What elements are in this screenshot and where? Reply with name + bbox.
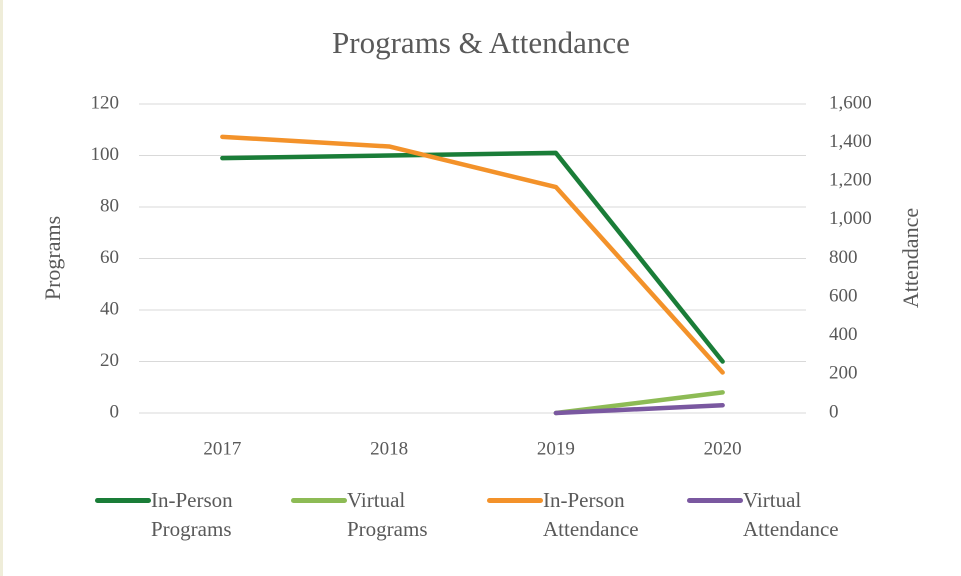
y-tick-label: 40 bbox=[100, 298, 119, 319]
legend-swatch bbox=[95, 498, 151, 503]
series-line bbox=[553, 403, 725, 416]
y-tick-label: 80 bbox=[100, 195, 119, 216]
x-tick-label: 2018 bbox=[370, 438, 408, 459]
series-line bbox=[220, 150, 725, 364]
chart-title: Programs & Attendance bbox=[332, 25, 630, 60]
legend-swatch bbox=[687, 498, 743, 503]
x-tick-label: 2019 bbox=[537, 438, 575, 459]
y2-tick-label: 1,200 bbox=[829, 170, 872, 191]
legend-item: In-Person Programs bbox=[95, 486, 281, 544]
chart: Programs & Attendance Programs Attendanc… bbox=[40, 25, 923, 459]
y2-tick-label: 1,000 bbox=[829, 208, 872, 229]
x-tick-label: 2020 bbox=[704, 438, 742, 459]
y2-tick-label: 1,600 bbox=[829, 92, 872, 113]
legend-label: In-Person Attendance bbox=[543, 488, 639, 541]
legend-item: Virtual Programs bbox=[291, 486, 477, 544]
y-tick-label: 60 bbox=[100, 247, 119, 268]
legend-swatch bbox=[487, 498, 543, 503]
y2-tick-label: 800 bbox=[829, 247, 858, 268]
y2-tick-label: 1,400 bbox=[829, 131, 872, 152]
y-tick-label: 0 bbox=[110, 401, 120, 422]
legend-label: In-Person Programs bbox=[151, 488, 233, 541]
x-tick-label: 2017 bbox=[203, 438, 241, 459]
legend-item: Virtual Attendance bbox=[687, 486, 873, 544]
y-tick-label: 100 bbox=[91, 144, 120, 165]
y-tick-label: 20 bbox=[100, 350, 119, 371]
y-tick-label: 120 bbox=[91, 92, 120, 113]
y2-tick-label: 0 bbox=[829, 401, 839, 422]
legend-label: Virtual Attendance bbox=[743, 488, 839, 541]
y2-tick-label: 400 bbox=[829, 324, 858, 345]
legend-label: Virtual Programs bbox=[347, 488, 428, 541]
legend-swatch bbox=[291, 498, 347, 503]
y2-tick-label: 200 bbox=[829, 363, 858, 384]
y2-axis-title: Attendance bbox=[898, 208, 923, 308]
series-line bbox=[220, 134, 725, 375]
y-axis-title: Programs bbox=[40, 216, 65, 300]
y2-tick-label: 600 bbox=[829, 285, 858, 306]
legend-item: In-Person Attendance bbox=[487, 486, 673, 544]
